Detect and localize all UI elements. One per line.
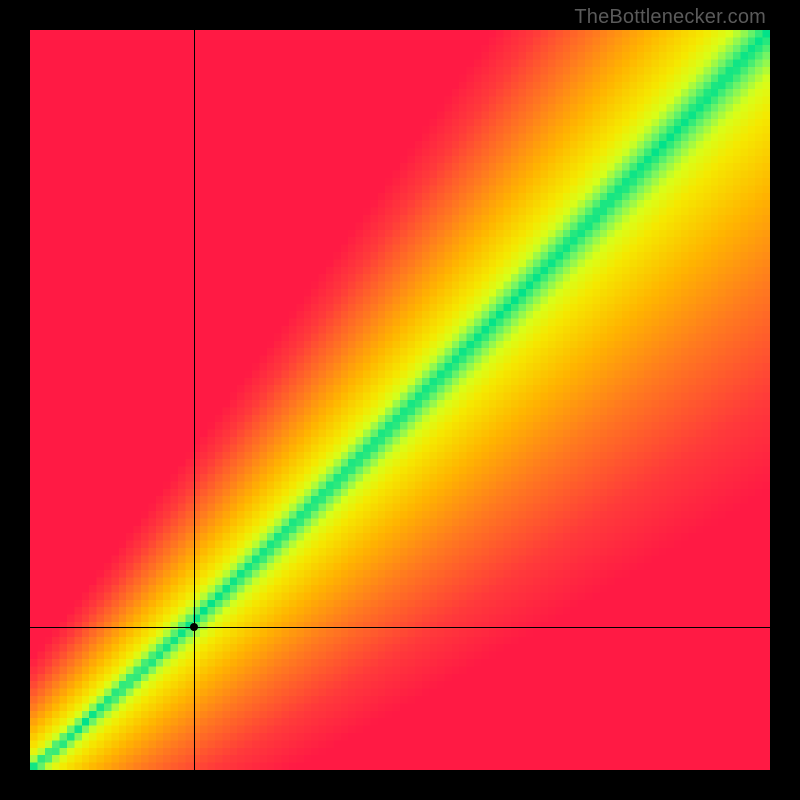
crosshair-vertical (194, 30, 195, 770)
watermark-text: TheBottlenecker.com (574, 6, 766, 29)
crosshair-horizontal (30, 627, 770, 628)
heatmap-canvas (30, 30, 770, 770)
crosshair-marker (190, 623, 198, 631)
plot-area (30, 30, 770, 770)
